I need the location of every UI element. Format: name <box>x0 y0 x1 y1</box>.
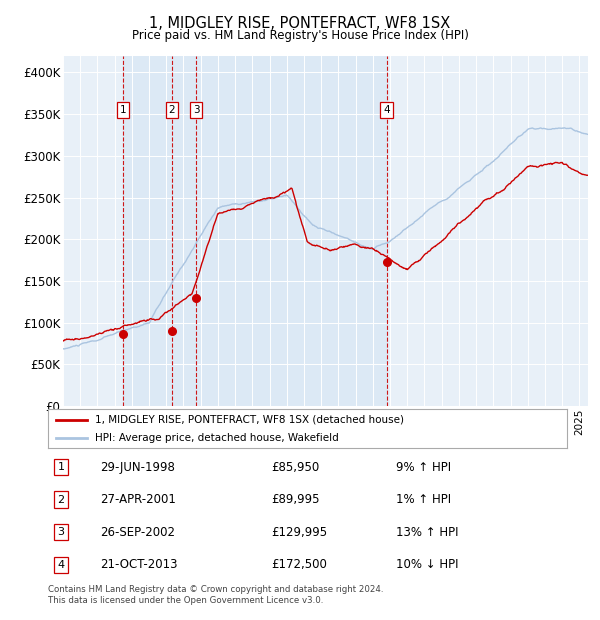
Text: 13% ↑ HPI: 13% ↑ HPI <box>396 526 458 539</box>
Text: 9% ↑ HPI: 9% ↑ HPI <box>396 461 451 474</box>
Text: Price paid vs. HM Land Registry's House Price Index (HPI): Price paid vs. HM Land Registry's House … <box>131 29 469 42</box>
Text: £89,995: £89,995 <box>271 493 320 506</box>
Text: £85,950: £85,950 <box>271 461 319 474</box>
Text: 4: 4 <box>383 105 390 115</box>
Text: £129,995: £129,995 <box>271 526 327 539</box>
Text: 3: 3 <box>193 105 200 115</box>
Text: 1, MIDGLEY RISE, PONTEFRACT, WF8 1SX (detached house): 1, MIDGLEY RISE, PONTEFRACT, WF8 1SX (de… <box>95 415 404 425</box>
Text: 2: 2 <box>169 105 175 115</box>
Bar <box>123 56 386 406</box>
Text: Contains HM Land Registry data © Crown copyright and database right 2024.: Contains HM Land Registry data © Crown c… <box>48 585 383 594</box>
Text: 10% ↓ HPI: 10% ↓ HPI <box>396 558 458 571</box>
Text: 3: 3 <box>58 527 64 537</box>
Text: 26-SEP-2002: 26-SEP-2002 <box>100 526 175 539</box>
Text: 1: 1 <box>120 105 127 115</box>
Text: 1% ↑ HPI: 1% ↑ HPI <box>396 493 451 506</box>
Text: HPI: Average price, detached house, Wakefield: HPI: Average price, detached house, Wake… <box>95 433 338 443</box>
Text: 2: 2 <box>58 495 65 505</box>
Text: 1, MIDGLEY RISE, PONTEFRACT, WF8 1SX: 1, MIDGLEY RISE, PONTEFRACT, WF8 1SX <box>149 16 451 30</box>
Text: 21-OCT-2013: 21-OCT-2013 <box>100 558 178 571</box>
Text: 29-JUN-1998: 29-JUN-1998 <box>100 461 175 474</box>
Text: 27-APR-2001: 27-APR-2001 <box>100 493 176 506</box>
Text: 1: 1 <box>58 462 64 472</box>
Text: This data is licensed under the Open Government Licence v3.0.: This data is licensed under the Open Gov… <box>48 596 323 606</box>
Text: 4: 4 <box>58 560 65 570</box>
Text: £172,500: £172,500 <box>271 558 327 571</box>
